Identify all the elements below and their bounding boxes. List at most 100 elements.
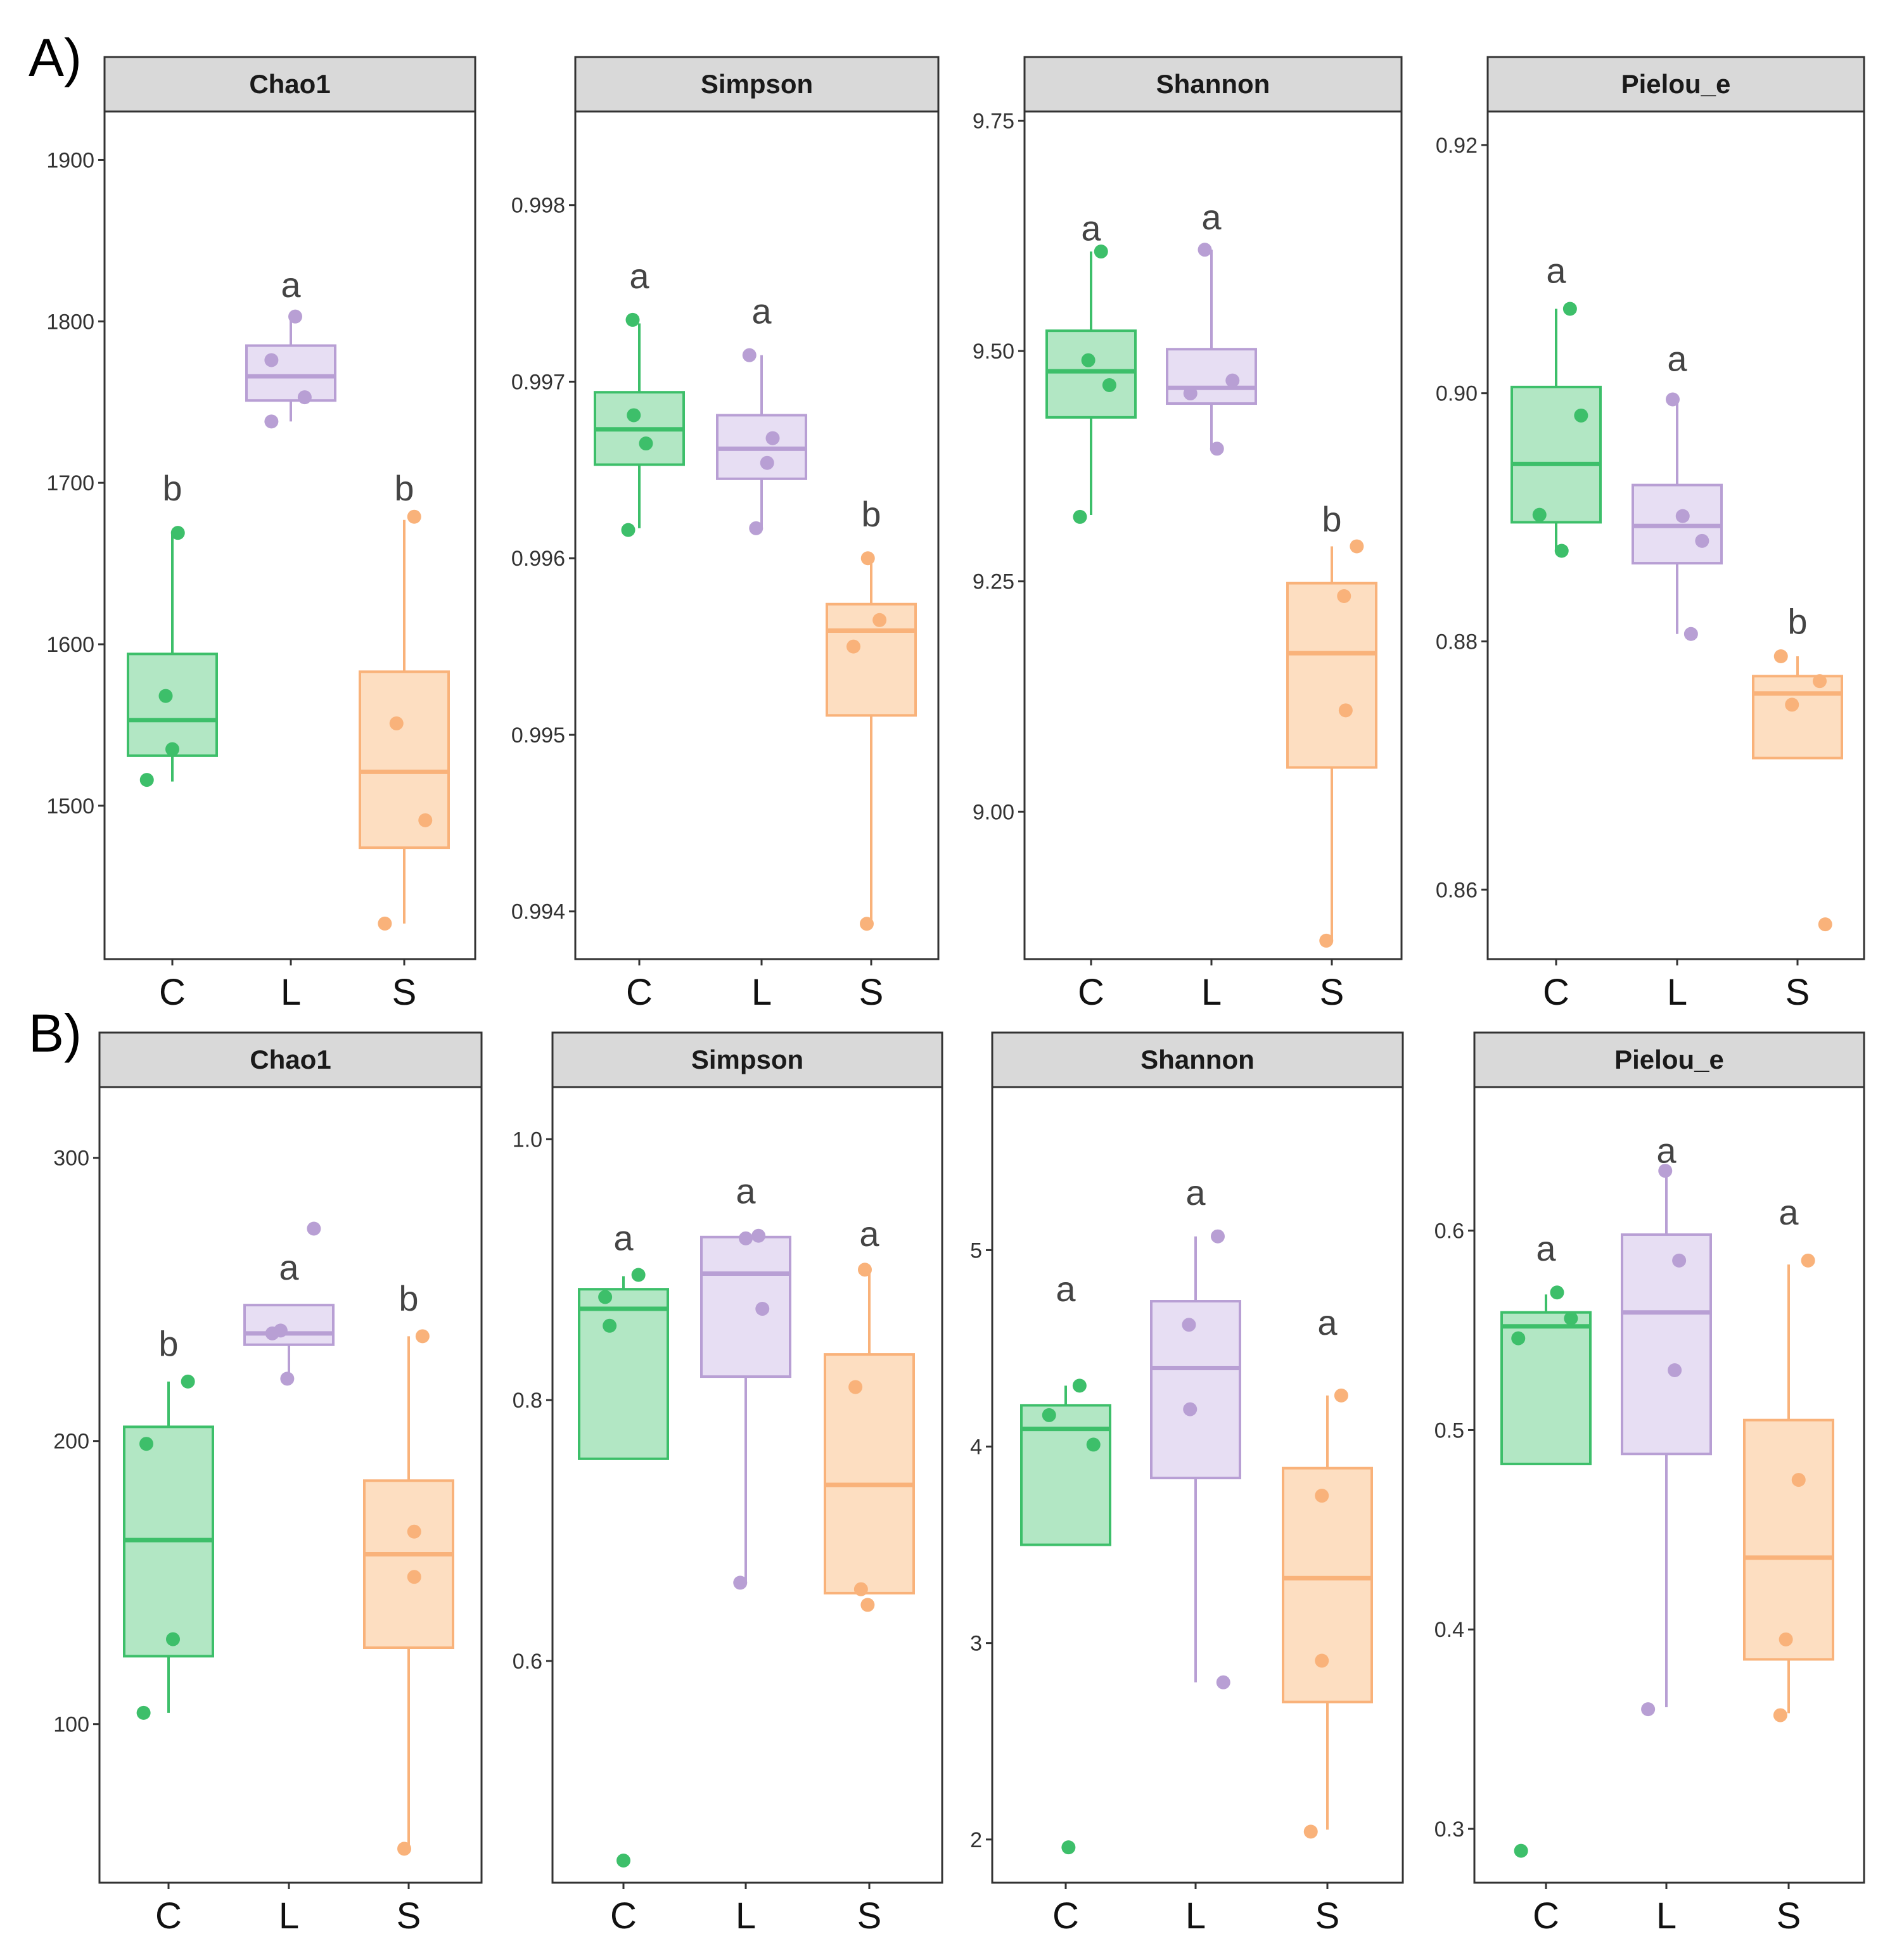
panel-a-pielou_e: Pielou_e 0.86 0.88 0.90 0.92 C L Sa a b bbox=[1436, 56, 1865, 1013]
y-tick-label: 0.998 bbox=[511, 194, 565, 218]
data-point bbox=[1073, 509, 1087, 524]
panel-b-shannon: Shannon 2 3 4 5 C L Sa a a bbox=[970, 1031, 1404, 1937]
y-tick-label: 0.6 bbox=[513, 1650, 542, 1674]
x-tick-label: C bbox=[626, 972, 653, 1013]
x-tick-label: S bbox=[392, 972, 417, 1013]
data-point bbox=[755, 1302, 770, 1316]
data-point bbox=[733, 1575, 748, 1590]
y-tick-label: 4 bbox=[970, 1435, 982, 1460]
data-point bbox=[297, 390, 312, 405]
data-point bbox=[1791, 1473, 1806, 1487]
data-point bbox=[1198, 243, 1212, 257]
box-L bbox=[243, 1304, 335, 1346]
data-point bbox=[639, 436, 653, 451]
x-tick-label: S bbox=[397, 1895, 421, 1937]
x-tick-label: C bbox=[1543, 972, 1569, 1013]
significance-letter: a bbox=[281, 265, 301, 305]
y-tick-label: 1.0 bbox=[513, 1128, 542, 1152]
data-point bbox=[1779, 1632, 1793, 1646]
y-tick-label: 300 bbox=[53, 1147, 89, 1171]
box-S bbox=[359, 670, 450, 850]
box-S bbox=[1752, 675, 1843, 760]
data-point bbox=[181, 1374, 195, 1389]
strip-title: Shannon bbox=[1156, 69, 1270, 99]
data-point bbox=[170, 526, 185, 540]
panel-b-simpson: Simpson 0.6 0.8 1.0 C L Sa a a bbox=[513, 1031, 943, 1937]
significance-letter: a bbox=[1056, 1269, 1076, 1309]
panel-a-simpson: Simpson 0.994 0.995 0.996 0.997 0.998 C L Sa a b bbox=[511, 56, 940, 1013]
y-tick-label: 1600 bbox=[46, 633, 94, 657]
y-tick-label: 0.997 bbox=[511, 370, 565, 394]
data-point bbox=[872, 613, 887, 627]
y-tick-label: 0.86 bbox=[1436, 878, 1478, 902]
significance-letter: b bbox=[861, 494, 881, 534]
significance-letter: a bbox=[859, 1214, 879, 1254]
panel-b-pielou_e: Pielou_e 0.3 0.4 0.5 0.6 C L Sa a a bbox=[1434, 1031, 1865, 1937]
data-point bbox=[1061, 1840, 1076, 1855]
box-L bbox=[700, 1235, 791, 1378]
y-tick-label: 0.8 bbox=[513, 1389, 542, 1413]
significance-letter: a bbox=[1536, 1228, 1556, 1268]
data-point bbox=[1334, 1388, 1348, 1403]
data-point bbox=[1695, 533, 1709, 548]
data-point bbox=[264, 414, 279, 429]
data-point bbox=[1785, 697, 1799, 712]
significance-letter: a bbox=[629, 256, 649, 296]
y-tick-label: 9.50 bbox=[973, 340, 1014, 364]
data-point bbox=[1550, 1285, 1564, 1300]
significance-letter: a bbox=[1656, 1131, 1677, 1171]
data-point bbox=[158, 689, 173, 703]
y-tick-label: 0.92 bbox=[1436, 134, 1478, 158]
data-point bbox=[1183, 1402, 1198, 1416]
data-point bbox=[418, 813, 433, 827]
data-point bbox=[1211, 1229, 1225, 1244]
data-point bbox=[1338, 703, 1353, 718]
data-point bbox=[1574, 408, 1588, 423]
y-tick-label: 9.25 bbox=[973, 570, 1014, 594]
data-point bbox=[603, 1318, 617, 1333]
box-S bbox=[826, 602, 917, 717]
data-point bbox=[1225, 373, 1240, 388]
box-C bbox=[127, 652, 218, 757]
box-S bbox=[363, 1479, 454, 1650]
x-tick-label: L bbox=[751, 972, 772, 1013]
strip-header bbox=[991, 1031, 1404, 1088]
strip-header bbox=[574, 56, 940, 113]
x-tick-label: C bbox=[159, 972, 186, 1013]
data-point bbox=[407, 1524, 421, 1539]
x-tick-label: S bbox=[1777, 1895, 1801, 1937]
data-point bbox=[1072, 1378, 1087, 1393]
significance-letter: a bbox=[1201, 197, 1222, 237]
box-L bbox=[1621, 1233, 1712, 1456]
strip-title: Chao1 bbox=[250, 1045, 331, 1074]
data-point bbox=[1182, 1318, 1196, 1332]
box-L bbox=[245, 344, 336, 402]
x-tick-label: C bbox=[1533, 1895, 1559, 1937]
y-tick-label: 0.4 bbox=[1434, 1618, 1464, 1642]
significance-letter: a bbox=[1779, 1192, 1799, 1232]
data-point bbox=[389, 716, 404, 730]
data-point bbox=[139, 1437, 153, 1451]
significance-letter: a bbox=[613, 1218, 634, 1257]
strip-title: Pielou_e bbox=[1614, 1045, 1724, 1074]
data-point bbox=[621, 523, 636, 537]
strip-title: Simpson bbox=[691, 1045, 803, 1074]
box-L bbox=[1150, 1300, 1241, 1480]
box-L bbox=[1166, 348, 1257, 405]
significance-letter: b bbox=[1787, 602, 1807, 642]
panel-a-shannon: Shannon 9.00 9.25 9.50 9.75 C L Sa a b bbox=[973, 56, 1403, 1013]
data-point bbox=[1554, 544, 1569, 558]
strip-header bbox=[98, 1031, 483, 1088]
row-label-a: A) bbox=[29, 28, 82, 87]
data-point bbox=[280, 1371, 295, 1386]
data-point bbox=[1641, 1702, 1656, 1717]
data-point bbox=[760, 455, 774, 470]
data-point bbox=[1042, 1408, 1056, 1422]
data-point bbox=[858, 1263, 872, 1277]
y-tick-label: 5 bbox=[970, 1238, 982, 1263]
y-tick-label: 1500 bbox=[46, 794, 94, 818]
panel-border bbox=[1023, 110, 1403, 960]
data-point bbox=[739, 1231, 753, 1245]
box-S bbox=[1286, 582, 1377, 769]
